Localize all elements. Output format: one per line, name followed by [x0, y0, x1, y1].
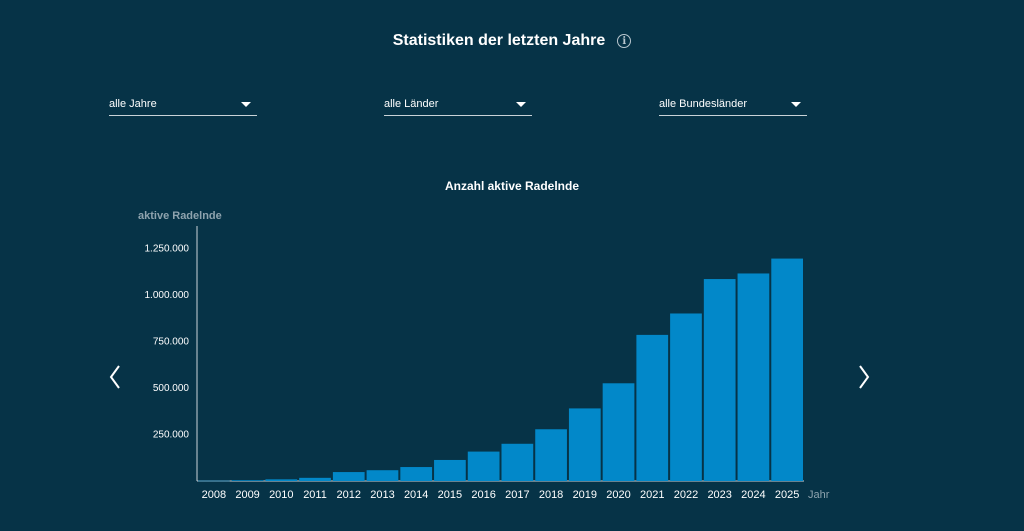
bar [400, 467, 433, 481]
y-tick-label: 500.000 [153, 383, 190, 394]
x-tick-label: 2022 [674, 489, 698, 501]
bar [636, 334, 669, 481]
state-select-value: alle Bundesländer [659, 98, 748, 110]
x-tick-label: 2016 [471, 489, 495, 501]
bar [265, 479, 298, 481]
x-tick-label: 2024 [741, 489, 765, 501]
x-tick-label: 2021 [640, 489, 664, 501]
bar [535, 429, 567, 481]
year-select-value: alle Jahre [109, 98, 157, 110]
bar [737, 273, 770, 481]
x-axis-label: Jahr [808, 489, 830, 501]
x-tick-label: 2012 [337, 489, 361, 501]
bar [366, 470, 399, 481]
caret-down-icon [516, 102, 526, 107]
x-tick-label: 2011 [303, 489, 327, 501]
x-tick-label: 2025 [775, 489, 799, 501]
bar [332, 472, 365, 481]
bar [703, 279, 736, 481]
bar [198, 480, 230, 482]
bar [299, 477, 331, 481]
y-tick-label: 1.000.000 [145, 290, 190, 301]
header: Statistiken der letzten Jahre i [0, 32, 1024, 50]
x-tick-label: 2014 [404, 489, 428, 501]
chart-title: Anzahl aktive Radelnde [444, 179, 580, 193]
bar [771, 258, 803, 481]
caret-down-icon [791, 102, 801, 107]
x-tick-label: 2019 [573, 489, 597, 501]
x-tick-label: 2008 [202, 489, 226, 501]
x-tick-label: 2015 [438, 489, 462, 501]
chevron-left-icon[interactable] [104, 362, 128, 392]
caret-down-icon [241, 102, 251, 107]
x-tick-label: 2013 [370, 489, 394, 501]
y-tick-label: 1.250.000 [145, 243, 190, 254]
country-select[interactable]: alle Länder [384, 94, 532, 116]
bar [568, 408, 601, 481]
bar [501, 443, 534, 481]
year-select[interactable]: alle Jahre [109, 94, 257, 116]
x-tick-label: 2009 [235, 489, 259, 501]
country-select-value: alle Länder [384, 98, 439, 110]
x-tick-label: 2018 [539, 489, 563, 501]
y-axis-label: aktive Radelnde [138, 210, 222, 222]
bar [467, 451, 500, 481]
info-icon[interactable]: i [617, 34, 632, 48]
bar [231, 480, 264, 481]
page-title: Statistiken der letzten Jahre [392, 32, 606, 49]
y-tick-label: 750.000 [153, 336, 190, 347]
bar [670, 313, 702, 481]
bar [602, 383, 635, 481]
x-tick-label: 2020 [606, 489, 630, 501]
chevron-right-icon[interactable] [852, 362, 876, 392]
x-tick-label: 2017 [505, 489, 529, 501]
y-tick-label: 250.000 [153, 429, 190, 440]
bar [434, 459, 466, 481]
x-tick-label: 2023 [707, 489, 731, 501]
x-tick-label: 2010 [269, 489, 293, 501]
state-select[interactable]: alle Bundesländer [659, 94, 807, 116]
